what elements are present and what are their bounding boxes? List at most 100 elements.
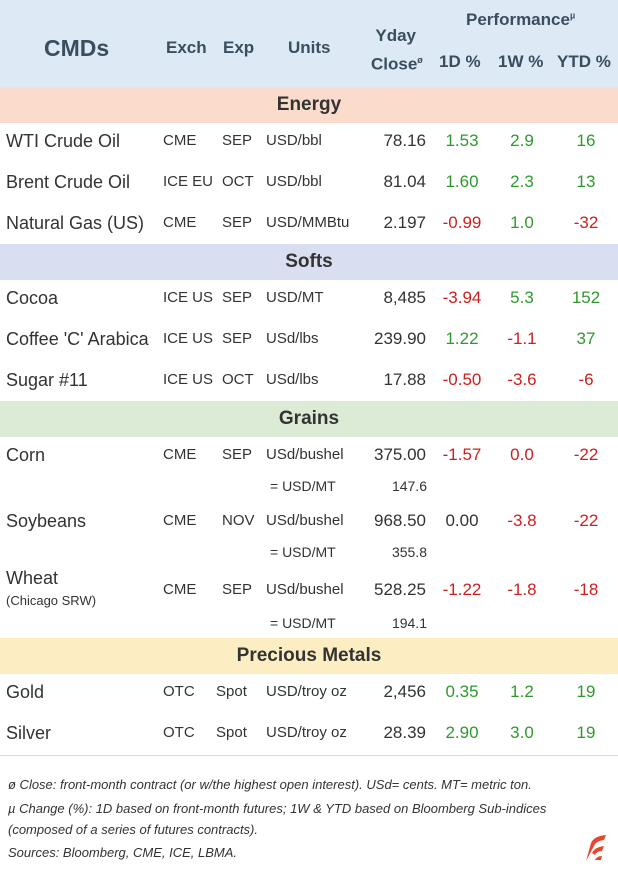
exchange-cell: CME <box>163 581 197 598</box>
commodity-name: Natural Gas (US) <box>6 213 145 233</box>
perf-footnote-mark: µ <box>569 10 576 21</box>
change-ytd: 13 <box>576 172 596 191</box>
change-ytd: 16 <box>576 131 596 150</box>
change-ytd: -32 <box>573 213 599 232</box>
units-cell: USD/MMBtu <box>266 214 350 231</box>
change-1w: 5.3 <box>510 288 534 307</box>
section-softs: Softs <box>0 244 618 280</box>
change-1w: 3.0 <box>510 723 534 742</box>
change-ytd: -6 <box>578 370 594 389</box>
change-1w: 1.2 <box>510 682 534 701</box>
commodity-name: Soybeans <box>6 511 87 531</box>
commodity-name: Gold <box>6 682 45 702</box>
change-ytd: 152 <box>571 288 601 307</box>
conversion-units: = USD/MT <box>270 615 336 631</box>
expiry-cell: SEP <box>222 446 253 463</box>
conversion-value: 355.8 <box>391 544 427 560</box>
change-1w: -3.6 <box>507 370 537 389</box>
change-ytd: -18 <box>573 580 599 599</box>
change-ytd: -22 <box>573 445 599 464</box>
close-value: 2.197 <box>383 213 426 232</box>
col-header-ytd: YTD % <box>557 52 611 71</box>
units-cell: USd/lbs <box>266 330 319 347</box>
close-value: 81.04 <box>383 172 426 191</box>
expiry-cell: SEP <box>222 214 253 231</box>
units-cell: USD/MT <box>266 289 324 306</box>
change-1d: 0.00 <box>445 511 479 530</box>
expiry-cell: OCT <box>222 371 254 388</box>
expiry-cell: Spot <box>216 683 247 700</box>
conversion-units: = USD/MT <box>270 478 336 494</box>
expiry-cell: SEP <box>222 289 253 306</box>
col-header-exch: Exch <box>166 38 207 57</box>
col-header-performance: Performanceµ <box>466 10 575 30</box>
change-1d: -1.57 <box>442 445 482 464</box>
conversion-value: 194.1 <box>391 615 427 631</box>
exchange-cell: CME <box>163 446 197 463</box>
col-header-exp: Exp <box>223 38 255 57</box>
units-cell: USD/troy oz <box>266 683 347 700</box>
table-title: CMDs <box>44 35 110 61</box>
commodity-name: Sugar #11 <box>6 370 88 390</box>
units-cell: USd/bushel <box>266 446 344 463</box>
exchange-cell: ICE US <box>163 289 214 306</box>
close-value: 2,456 <box>383 682 426 701</box>
close-value: 528.25 <box>374 580 426 599</box>
change-1w: 2.3 <box>510 172 534 191</box>
exchange-cell: ICE EU <box>163 173 214 190</box>
units-cell: USd/bushel <box>266 581 344 598</box>
change-1w: -1.8 <box>507 580 537 599</box>
change-1w: 0.0 <box>510 445 534 464</box>
change-1w: -1.1 <box>507 329 537 348</box>
units-cell: USd/lbs <box>266 371 319 388</box>
commodity-name: Cocoa <box>6 288 59 308</box>
col-header-1w: 1W % <box>498 52 544 71</box>
units-cell: USD/troy oz <box>266 724 347 741</box>
change-1d: -0.50 <box>442 370 482 389</box>
units-cell: USd/bushel <box>266 512 344 529</box>
exchange-cell: CME <box>163 214 197 231</box>
col-header-yday-close: Yday Closeø <box>371 24 423 77</box>
change-1d: -0.99 <box>442 213 482 232</box>
expiry-cell: NOV <box>222 512 255 529</box>
col-header-units: Units <box>288 38 331 57</box>
change-1d: -3.94 <box>442 288 482 307</box>
exchange-cell: ICE US <box>163 330 214 347</box>
commodity-subname: (Chicago SRW) <box>6 593 97 608</box>
change-1w: -3.8 <box>507 511 537 530</box>
commodity-name: Wheat <box>6 568 59 588</box>
change-1d: 1.22 <box>445 329 479 348</box>
exchange-cell: OTC <box>163 683 195 700</box>
section-energy: Energy <box>0 87 618 123</box>
expiry-cell: SEP <box>222 132 253 149</box>
close-value: 375.00 <box>374 445 426 464</box>
expiry-cell: SEP <box>222 581 253 598</box>
change-ytd: -22 <box>573 511 599 530</box>
footnote-sources: Sources: Bloomberg, CME, ICE, LBMA. <box>8 845 238 860</box>
change-ytd: 19 <box>576 682 596 701</box>
change-1d: 1.60 <box>445 172 479 191</box>
exchange-cell: ICE US <box>163 371 214 388</box>
change-1d: 0.35 <box>445 682 479 701</box>
change-1w: 2.9 <box>510 131 534 150</box>
change-1w: 1.0 <box>510 213 534 232</box>
change-1d: 2.90 <box>445 723 479 742</box>
footnote-close: ø Close: front-month contract (or w/the … <box>8 777 532 792</box>
commodity-name: Silver <box>6 723 52 743</box>
close-value: 17.88 <box>383 370 426 389</box>
conversion-value: 147.6 <box>391 478 427 494</box>
yday-line1: Yday <box>375 26 416 45</box>
commodity-name: Coffee 'C' Arabica <box>6 329 149 349</box>
table-header: CMDs Exch Exp Units Yday Closeø Performan… <box>0 0 618 87</box>
change-1d: -1.22 <box>442 580 482 599</box>
footnote-change-cont: (composed of a series of futures contrac… <box>8 822 258 837</box>
brand-logo-icon <box>586 835 606 861</box>
change-1d: 1.53 <box>445 131 479 150</box>
change-ytd: 37 <box>576 329 596 348</box>
expiry-cell: SEP <box>222 330 253 347</box>
conversion-units: = USD/MT <box>270 544 336 560</box>
exchange-cell: CME <box>163 512 197 529</box>
commodity-name: Corn <box>6 445 46 465</box>
close-value: 8,485 <box>383 288 426 307</box>
footnote-change: µ Change (%): 1D based on front-month fu… <box>8 801 547 816</box>
